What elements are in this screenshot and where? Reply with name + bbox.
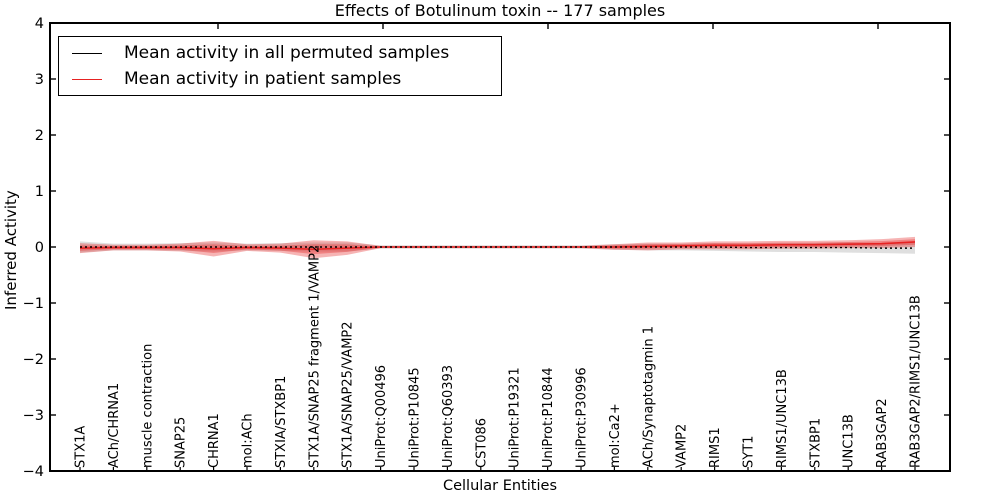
y-axis-label: Inferred Activity xyxy=(2,190,20,310)
x-tick-label: UniProt:P19321 xyxy=(508,367,523,468)
legend-entry-permuted: Mean activity in all permuted samples xyxy=(59,40,501,66)
x-tick-label: RIMS1/UNC13B xyxy=(775,369,790,468)
x-axis-label: Cellular Entities xyxy=(442,478,558,494)
x-tick-label: muscle contraction xyxy=(140,344,155,468)
x-tick-label: RIMS1 xyxy=(708,427,723,468)
y-tick-label: 3 xyxy=(35,72,44,88)
y-tick-label: 0 xyxy=(35,240,44,256)
y-tick-label: 1 xyxy=(35,184,44,200)
y-tick-label: −4 xyxy=(23,464,44,480)
x-tick-label: mol:ACh xyxy=(241,413,256,468)
x-tick-label: ACh/Synaptotagmin 1 xyxy=(641,326,656,468)
x-tick-label: UniProt:Q60393 xyxy=(441,365,456,468)
x-tick-label: STX1A xyxy=(74,426,89,468)
x-tick-label: mol:Ca2+ xyxy=(608,403,623,468)
legend-entry-patient: Mean activity in patient samples xyxy=(59,66,501,92)
series-line-permuted xyxy=(80,246,915,249)
legend-label-patient: Mean activity in patient samples xyxy=(124,68,402,89)
y-tick-label: −2 xyxy=(23,352,44,368)
x-tick-label: UniProt:P10845 xyxy=(408,367,423,468)
x-tick-label: ACh/CHRNA1 xyxy=(107,383,122,468)
x-tick-label: UNC13B xyxy=(842,414,857,468)
legend-line-red-icon xyxy=(72,78,102,80)
x-tick-label: STXIA/STXBP1 xyxy=(274,376,289,468)
x-tick-label: SNAP25 xyxy=(174,417,189,468)
x-tick-label: STXBP1 xyxy=(808,418,823,468)
x-tick-label: CHRNA1 xyxy=(207,413,222,468)
x-tick-label: UniProt:P30996 xyxy=(575,367,590,468)
y-tick-label: −3 xyxy=(23,408,44,424)
x-tick-label: STX1A/SNAP25/VAMP2 xyxy=(341,321,356,468)
x-tick-label: RAB3GAP2 xyxy=(875,398,890,468)
x-tick-label: SYT1 xyxy=(742,436,757,468)
chart-title: Effects of Botulinum toxin -- 177 sample… xyxy=(334,1,666,20)
x-tick-label: RAB3GAP2/RIMS1/UNC13B xyxy=(909,295,924,468)
x-tick-label: UniProt:P10844 xyxy=(541,367,556,468)
legend-line-black-icon xyxy=(72,52,102,54)
legend-box: Mean activity in all permuted samples Me… xyxy=(58,36,502,96)
x-tick-label: CST086 xyxy=(474,418,489,468)
series-line-patient xyxy=(79,241,916,251)
legend-label-permuted: Mean activity in all permuted samples xyxy=(124,42,450,63)
x-tick-label: STX1A/SNAP25 fragment 1/VAMP2 xyxy=(307,245,322,468)
y-tick-label: −1 xyxy=(23,296,44,312)
y-tick-label: 2 xyxy=(35,128,44,144)
x-tick-label: UniProt:Q00496 xyxy=(374,365,389,468)
x-tick-label: VAMP2 xyxy=(675,424,690,468)
y-tick-label: 4 xyxy=(35,16,44,32)
